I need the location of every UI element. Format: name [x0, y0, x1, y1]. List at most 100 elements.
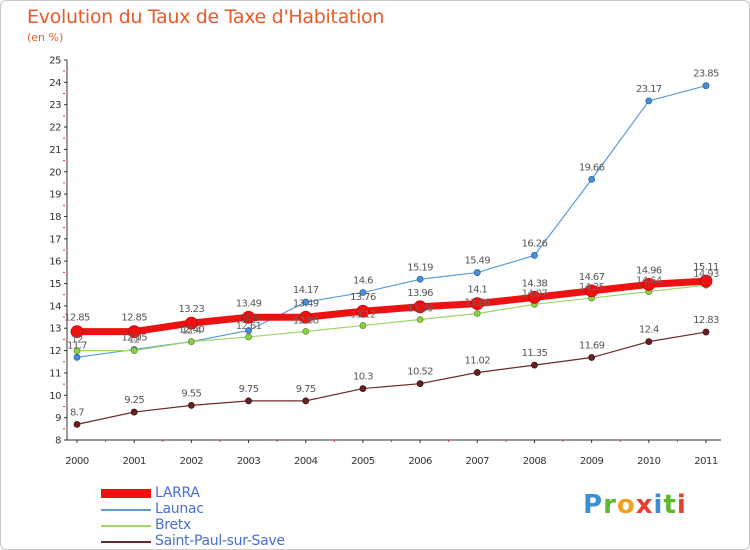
data-label-larra: 13.49 — [293, 298, 319, 309]
data-label-bretx: 12 — [71, 335, 83, 346]
data-label-saint-paul-sur-save: 9.75 — [296, 384, 316, 395]
x-tick-label: 2003 — [237, 456, 261, 467]
chart-subtitle: (en %) — [27, 31, 64, 44]
data-label-larra: 15.11 — [693, 262, 719, 273]
y-tick-label: 16 — [49, 257, 61, 268]
data-point-saint-paul-sur-save — [702, 328, 710, 336]
data-label-saint-paul-sur-save: 10.3 — [353, 372, 373, 383]
x-tick-label: 2011 — [694, 456, 718, 467]
data-point-launac — [416, 275, 424, 283]
data-label-bretx: 14.93 — [693, 269, 719, 280]
data-label-saint-paul-sur-save: 10.52 — [407, 367, 433, 378]
series-line-larra — [73, 277, 710, 336]
data-point-launac — [702, 82, 710, 90]
data-point-bretx — [473, 310, 481, 317]
data-point-larra — [242, 310, 255, 324]
y-tick-label: 13 — [49, 324, 61, 335]
y-tick-label: 22 — [49, 123, 61, 134]
data-point-larra — [356, 304, 370, 318]
data-point-launac — [473, 269, 481, 276]
data-point-larra — [585, 284, 599, 298]
y-tick-label: 15 — [49, 279, 61, 290]
x-tick-label: 2010 — [637, 456, 661, 467]
data-label-larra: 12.85 — [64, 313, 90, 324]
data-label-saint-paul-sur-save: 12.83 — [693, 315, 719, 326]
data-point-saint-paul-sur-save — [473, 369, 481, 376]
data-label-launac: 14.6 — [353, 275, 373, 286]
data-label-launac: 16.26 — [522, 238, 548, 249]
logo-letter: r — [603, 490, 617, 520]
logo-letter: o — [616, 490, 636, 520]
data-label-larra: 14.67 — [579, 272, 605, 283]
data-label-larra: 12.85 — [121, 313, 147, 324]
data-label-bretx: 14.64 — [636, 276, 662, 287]
data-point-larra — [470, 297, 484, 311]
data-label-saint-paul-sur-save: 9.25 — [124, 395, 144, 406]
data-point-saint-paul-sur-save — [416, 380, 424, 388]
series-line-bretx — [76, 284, 707, 352]
y-tick-label: 8 — [55, 436, 61, 447]
data-point-bretx — [359, 322, 367, 329]
data-label-saint-paul-sur-save: 12.4 — [639, 325, 659, 336]
data-label-bretx: 14.35 — [579, 282, 605, 293]
logo-letter: P — [583, 490, 604, 520]
y-tick-label: 19 — [49, 190, 61, 201]
data-point-larra — [528, 290, 541, 304]
chart-axes: 8 9 10 11 12 13 14 15 16 17 18 19 20 21 22 23 24 25 2000 20… — [49, 56, 721, 467]
series-layer — [70, 82, 713, 428]
data-point-saint-paul-sur-save — [588, 354, 596, 361]
data-point-larra — [70, 325, 84, 338]
data-point-saint-paul-sur-save — [359, 385, 367, 392]
data-point-saint-paul-sur-save — [645, 338, 653, 346]
data-label-bretx: 13.39 — [407, 304, 433, 315]
data-label-saint-paul-sur-save: 9.75 — [239, 384, 259, 395]
y-tick-label: 12 — [49, 346, 61, 357]
data-point-larra — [299, 310, 313, 324]
x-tick-label: 2002 — [180, 456, 204, 467]
data-point-bretx — [187, 338, 195, 346]
data-point-bretx — [416, 316, 424, 323]
logo-letter: t — [663, 490, 677, 520]
data-point-larra — [413, 300, 427, 314]
data-point-saint-paul-sur-save — [302, 397, 310, 405]
x-tick-label: 2000 — [65, 456, 89, 467]
data-label-bretx: 12.4 — [181, 326, 201, 337]
data-label-larra: 13.76 — [350, 292, 376, 303]
data-label-bretx: 12.61 — [236, 321, 262, 332]
data-point-saint-paul-sur-save — [245, 397, 252, 405]
data-point-bretx — [130, 347, 138, 354]
data-point-launac — [588, 175, 596, 183]
data-label-launac: 15.49 — [464, 256, 490, 267]
legend-label: Saint-Paul-sur-Save — [155, 533, 285, 549]
y-tick-label: 10 — [49, 391, 61, 402]
data-point-launac — [302, 298, 310, 306]
legend-swatch — [101, 541, 151, 543]
y-tick-label: 17 — [49, 234, 61, 245]
data-label-launac: 12.05 — [121, 332, 147, 343]
data-label-bretx: 13.66 — [464, 297, 490, 308]
data-label-larra: 14.96 — [636, 265, 662, 276]
proxiti-logo: Proxiti — [583, 490, 687, 520]
y-tick-label: 24 — [49, 78, 61, 89]
chart-title: Evolution du Taux de Taxe d'Habitation — [27, 6, 385, 28]
data-label-larra: 13.96 — [407, 288, 433, 299]
x-tick-label: 2007 — [466, 456, 490, 467]
data-label-launac: 15.19 — [407, 262, 433, 273]
data-label-launac: 23.85 — [693, 69, 719, 80]
data-label-larra: 14.1 — [467, 285, 487, 296]
data-label-launac: 12.9 — [239, 313, 259, 324]
data-labels-layer: 11.7 12.05 12.40 12.9 14.17 14.6 15.19 15.49 16.… — [64, 69, 719, 419]
y-tick-label: 21 — [49, 145, 61, 156]
data-point-saint-paul-sur-save — [130, 408, 138, 416]
data-point-larra — [642, 278, 656, 291]
data-point-saint-paul-sur-save — [187, 401, 195, 409]
data-label-launac: 23.17 — [636, 84, 662, 95]
data-point-launac — [531, 251, 538, 259]
data-label-launac: 11.7 — [67, 340, 87, 351]
data-point-bretx — [302, 327, 310, 335]
data-label-saint-paul-sur-save: 11.02 — [464, 355, 490, 366]
data-label-saint-paul-sur-save: 8.7 — [70, 407, 84, 418]
data-label-bretx: 14.07 — [522, 288, 548, 299]
logo-letter: i — [653, 490, 664, 520]
